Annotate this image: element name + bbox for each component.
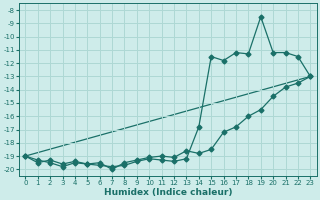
X-axis label: Humidex (Indice chaleur): Humidex (Indice chaleur) <box>104 188 232 197</box>
